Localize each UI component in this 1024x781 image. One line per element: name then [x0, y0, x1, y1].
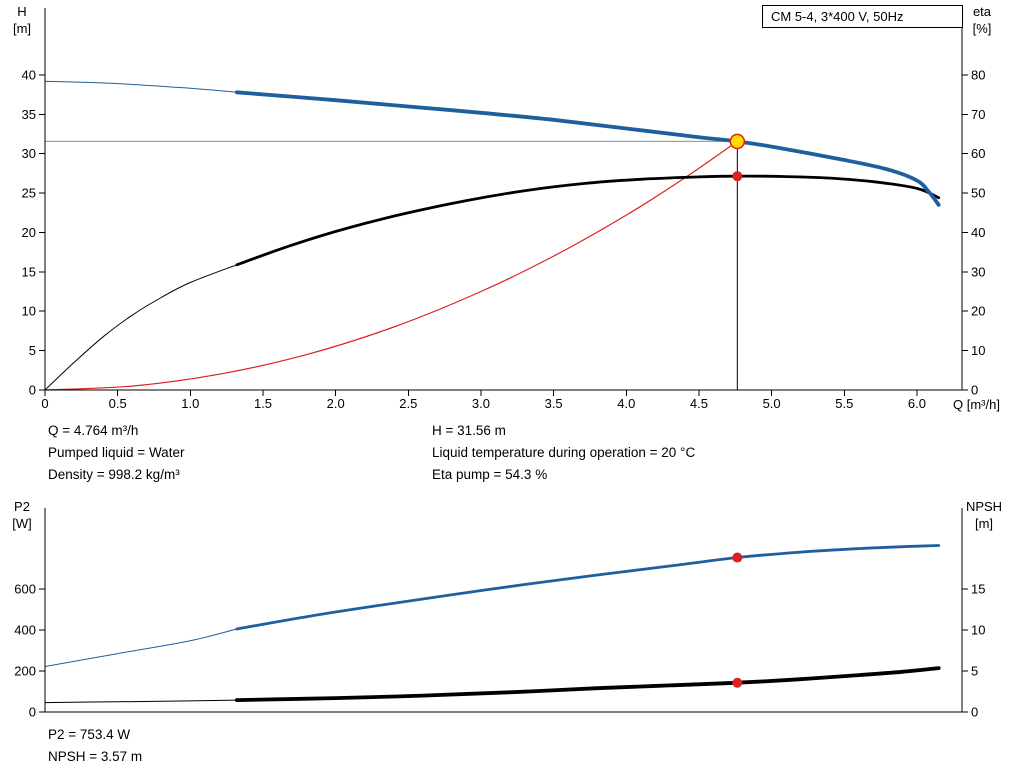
svg-text:70: 70: [971, 107, 985, 122]
svg-text:0: 0: [971, 383, 978, 398]
svg-text:15: 15: [971, 582, 985, 597]
head-axis-label: H [m]: [0, 3, 44, 37]
svg-text:30: 30: [971, 264, 985, 279]
flow-axis-label: Q [m³/h]: [953, 397, 1000, 412]
svg-text:20: 20: [971, 304, 985, 319]
svg-text:0: 0: [29, 705, 36, 720]
svg-text:60: 60: [971, 146, 985, 161]
liquid-temperature-text: Liquid temperature during operation = 20…: [432, 445, 696, 460]
svg-text:0: 0: [29, 383, 36, 398]
svg-text:80: 80: [971, 67, 985, 82]
svg-text:6.0: 6.0: [908, 396, 926, 411]
svg-text:3.5: 3.5: [545, 396, 563, 411]
svg-text:2.0: 2.0: [327, 396, 345, 411]
svg-text:30: 30: [22, 146, 36, 161]
p2-axis-label: P2 [W]: [0, 498, 44, 532]
svg-text:40: 40: [22, 67, 36, 82]
svg-text:40: 40: [971, 225, 985, 240]
svg-text:20: 20: [22, 225, 36, 240]
eta-axis-label-symbol: eta: [972, 4, 992, 19]
pumped-liquid-text: Pumped liquid = Water: [48, 445, 185, 460]
svg-text:200: 200: [14, 663, 36, 678]
density-text: Density = 998.2 kg/m³: [48, 467, 180, 482]
svg-text:400: 400: [14, 622, 36, 637]
pump-model-badge: CM 5-4, 3*400 V, 50Hz: [762, 5, 963, 28]
svg-text:1.5: 1.5: [254, 396, 272, 411]
svg-text:0: 0: [41, 396, 48, 411]
svg-text:10: 10: [971, 343, 985, 358]
p2-npsh-chart: 0 200 400 600 0 5 10 15: [14, 508, 985, 720]
svg-text:5.5: 5.5: [835, 396, 853, 411]
svg-text:1.0: 1.0: [181, 396, 199, 411]
svg-text:4.0: 4.0: [617, 396, 635, 411]
svg-text:4.5: 4.5: [690, 396, 708, 411]
svg-text:10: 10: [22, 304, 36, 319]
eta-axis-label-unit: [%]: [972, 21, 992, 36]
svg-text:0.5: 0.5: [109, 396, 127, 411]
svg-text:35: 35: [22, 107, 36, 122]
svg-text:50: 50: [971, 186, 985, 201]
duty-flow-text: Q = 4.764 m³/h: [48, 423, 139, 438]
eta-axis-label: eta [%]: [960, 3, 1004, 37]
svg-text:3.0: 3.0: [472, 396, 490, 411]
svg-text:10: 10: [971, 623, 985, 638]
npsh-axis-label: NPSH [m]: [958, 498, 1010, 532]
head-axis-label-unit: [m]: [12, 21, 32, 36]
duty-head-text: H = 31.56 m: [432, 423, 506, 438]
npsh-axis-label-unit: [m]: [974, 516, 994, 531]
eta-pump-text: Eta pump = 54.3 %: [432, 467, 548, 482]
head-axis-label-symbol: H: [17, 4, 27, 19]
svg-text:0: 0: [971, 705, 978, 720]
svg-text:15: 15: [22, 264, 36, 279]
svg-text:5: 5: [971, 664, 978, 679]
p2-value-text: P2 = 753.4 W: [48, 727, 131, 742]
qh-eta-chart: 0 0.5 1.0 1.5 2.0 2.5 3.0 3.5 4.0 4.5 5.0 5.5 6.0 0 5 1…: [22, 8, 985, 411]
npsh-axis-label-symbol: NPSH: [965, 499, 1003, 514]
npsh-value-text: NPSH = 3.57 m: [48, 749, 143, 764]
svg-text:5: 5: [29, 343, 36, 358]
svg-text:5.0: 5.0: [763, 396, 781, 411]
svg-text:2.5: 2.5: [399, 396, 417, 411]
p2-axis-label-unit: [W]: [12, 516, 32, 531]
svg-text:600: 600: [14, 581, 36, 596]
svg-text:25: 25: [22, 186, 36, 201]
p2-axis-label-symbol: P2: [14, 499, 30, 514]
